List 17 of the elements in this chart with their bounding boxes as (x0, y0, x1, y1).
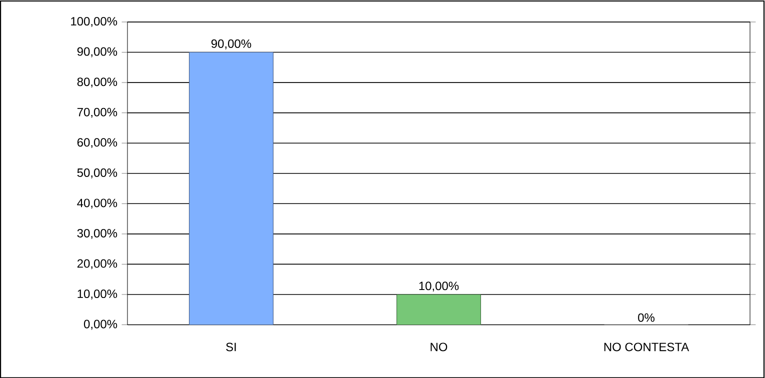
y-tick-label: 20,00% (77, 259, 118, 270)
y-tick-label: 40,00% (77, 198, 118, 208)
y-tick-label: 100,00% (71, 16, 118, 27)
y-tick-label: 70,00% (77, 108, 118, 118)
y-tick-label: 60,00% (77, 138, 118, 148)
y-tick-label: 90,00% (77, 47, 118, 58)
y-tick-label: 50,00% (77, 168, 118, 178)
x-tick-label: SI (226, 342, 236, 352)
y-tick-label: 0,00% (84, 320, 118, 330)
y-tick-label: 80,00% (77, 77, 118, 88)
y-tick-label: 30,00% (77, 228, 118, 239)
data-label: 90,00% (211, 39, 252, 50)
x-tick-label: NO CONTESTA (604, 342, 690, 352)
x-tick-label: NO (430, 342, 448, 352)
data-label: 0% (638, 313, 654, 322)
data-label: 10,00% (419, 282, 459, 292)
y-tick-label: 10,00% (78, 289, 118, 300)
